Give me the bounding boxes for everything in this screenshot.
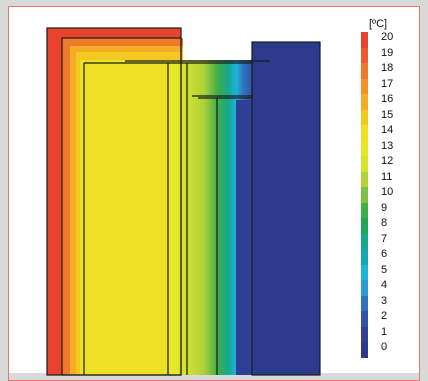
legend-row: 9 <box>361 201 421 219</box>
legend-swatch <box>361 140 368 157</box>
legend-swatch <box>361 280 368 296</box>
legend-row: 8 <box>361 217 421 234</box>
legend-row: 14 <box>361 124 421 141</box>
legend-row: 19 <box>361 46 421 64</box>
legend-label: 2 <box>381 310 388 322</box>
legend-label: 20 <box>381 31 394 43</box>
legend-swatch <box>361 187 368 203</box>
legend-row: 2 <box>361 310 421 327</box>
legend-swatch <box>361 125 368 141</box>
legend-swatch <box>361 94 368 110</box>
legend-row: 1 <box>361 325 421 343</box>
legend-swatch <box>361 264 368 281</box>
legend-swatch <box>361 63 368 79</box>
legend-label: 14 <box>381 124 394 136</box>
legend-swatch <box>361 326 368 343</box>
legend-swatch <box>361 202 368 219</box>
legend-row: 6 <box>361 248 421 265</box>
legend-unit-label: [ºC] <box>369 18 388 30</box>
legend-label: 17 <box>381 77 394 90</box>
legend-row: 15 <box>361 108 421 126</box>
legend-label: 9 <box>381 201 388 214</box>
legend-row: 18 <box>361 62 421 79</box>
legend-swatch <box>361 342 368 358</box>
legend-row: 20 <box>361 31 421 48</box>
legend-swatch <box>361 156 368 172</box>
legend-swatch <box>361 295 368 312</box>
legend-label: 3 <box>381 294 388 307</box>
legend-row: 10 <box>361 186 421 203</box>
exterior-block-outline <box>251 41 321 376</box>
legend-swatch <box>361 109 368 126</box>
legend-label: 7 <box>381 232 388 245</box>
exterior-cold-zone <box>252 42 320 375</box>
inner-wall-outline <box>61 37 182 376</box>
legend-swatch <box>361 233 368 250</box>
legend-label: 11 <box>381 170 393 183</box>
legend-swatch <box>361 171 368 188</box>
legend-label: 5 <box>381 263 388 276</box>
legend-row: 5 <box>361 263 421 281</box>
legend-label: 12 <box>381 155 394 167</box>
legend-row: 17 <box>361 77 421 95</box>
legend-swatch <box>361 311 368 327</box>
legend-label: 0 <box>381 341 388 353</box>
legend-label: 8 <box>381 217 388 229</box>
legend-row: 7 <box>361 232 421 250</box>
legend-label: 19 <box>381 46 394 59</box>
legend-label: 15 <box>381 108 394 121</box>
legend-row: 12 <box>361 155 421 172</box>
legend-swatch <box>361 218 368 234</box>
legend-row: 0 <box>361 341 421 358</box>
legend-label: 4 <box>381 279 388 291</box>
legend-label: 18 <box>381 62 394 74</box>
legend-label: 10 <box>381 186 394 198</box>
legend-swatch <box>361 249 368 265</box>
legend-label: 6 <box>381 248 388 260</box>
wall-yellow-zone <box>84 62 170 375</box>
legend-row: 11 <box>361 170 421 188</box>
legend-swatch <box>361 78 368 95</box>
legend-label: 13 <box>381 139 394 152</box>
exterior-edge <box>236 100 254 375</box>
legend-row: 16 <box>361 93 421 110</box>
legend-row: 3 <box>361 294 421 312</box>
legend-swatch <box>361 32 368 48</box>
legend-row: 4 <box>361 279 421 296</box>
legend-label: 1 <box>381 325 388 338</box>
legend-row: 13 <box>361 139 421 157</box>
legend-swatch <box>361 47 368 64</box>
legend-label: 16 <box>381 93 394 105</box>
